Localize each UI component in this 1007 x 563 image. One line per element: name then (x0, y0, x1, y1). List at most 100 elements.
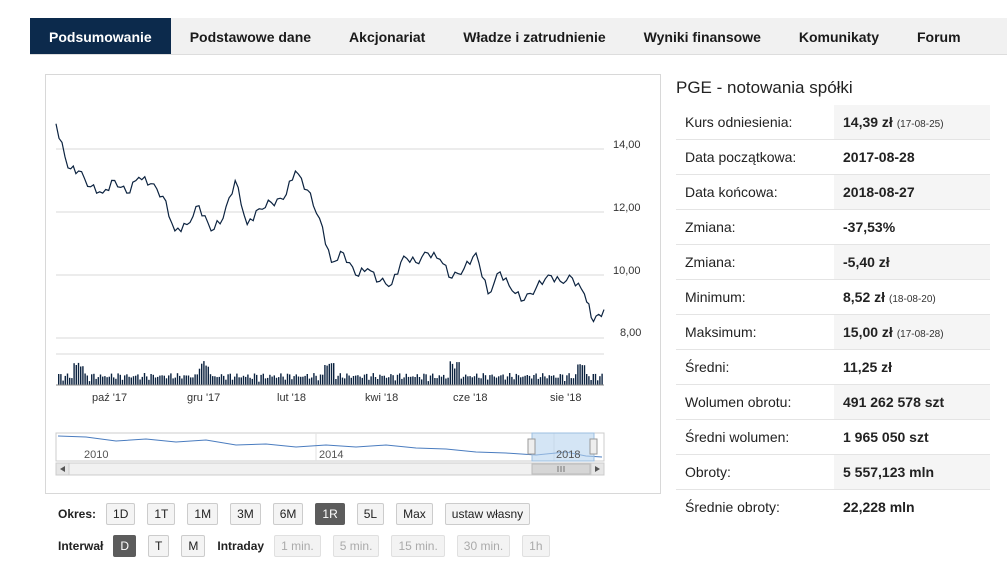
arrow-left-icon (60, 466, 65, 472)
period-button-custom[interactable]: ustaw własny (444, 503, 531, 525)
period-button-1t[interactable]: 1T (147, 503, 176, 525)
volume-bar (520, 377, 522, 385)
volume-bar (185, 375, 187, 385)
info-row: Średni wolumen: 1 965 050 szt (676, 419, 990, 455)
volume-bar (66, 373, 69, 385)
volume-bar (412, 376, 414, 385)
navigator[interactable]: 2010 2014 2018 (55, 432, 605, 462)
volume-bar (201, 363, 203, 385)
volume-bar (454, 368, 456, 385)
price-line (55, 123, 605, 323)
volume-bar (401, 378, 403, 385)
volume-bar (247, 374, 249, 385)
price-chart[interactable]: 14,00 12,00 10,00 8,00 paź '17 gru '17 l… (46, 75, 660, 493)
info-value: 5 557,123 mln (843, 464, 935, 480)
volume-bar (557, 377, 559, 385)
volume-bar (205, 365, 207, 385)
period-button-6m[interactable]: 6M (272, 503, 304, 525)
intraday-button-1h[interactable]: 1h (522, 535, 550, 557)
info-row: Data końcowa: 2018-08-27 (676, 174, 990, 210)
volume-bar (548, 375, 550, 385)
info-value: 22,228 mln (843, 499, 915, 515)
volume-bar (579, 364, 581, 385)
tab-komunikaty[interactable]: Komunikaty (798, 29, 879, 45)
navigator-right-handle[interactable] (589, 438, 598, 455)
volume-bar (399, 373, 401, 385)
volume-bar (240, 377, 242, 385)
volume-bar (139, 379, 141, 385)
volume-bar (245, 376, 247, 385)
volume-bar (108, 376, 110, 385)
volume-bar (60, 374, 62, 385)
volume-bar (304, 375, 306, 385)
intraday-label: Intraday (217, 539, 265, 553)
navigator-scrollbar[interactable] (55, 462, 605, 476)
volume-bar (227, 374, 229, 385)
navigator-selection[interactable] (531, 432, 595, 462)
volume-bar (289, 374, 291, 385)
volume-bar (352, 376, 355, 385)
volume-bar (427, 381, 429, 385)
volume-bar (594, 373, 597, 385)
volume-bar (350, 377, 352, 385)
period-button-1m[interactable]: 1M (187, 503, 219, 525)
period-button-5l[interactable]: 5L (356, 503, 385, 525)
volume-bar (425, 374, 427, 385)
info-value-cell: 15,00 zł (17-08-28) (834, 314, 990, 350)
volume-bar (161, 375, 163, 385)
tab-wyniki-finansowe[interactable]: Wyniki finansowe (643, 29, 761, 45)
period-button-1r[interactable]: 1R (315, 503, 345, 525)
volume-bar (91, 374, 93, 385)
volume-bar (326, 365, 328, 385)
info-row: Średni: 11,25 zł (676, 349, 990, 385)
interval-button-t[interactable]: T (148, 535, 170, 557)
intraday-button-1min[interactable]: 1 min. (274, 535, 321, 557)
volume-bar (196, 374, 198, 385)
volume-bar (575, 374, 577, 385)
volume-bar (152, 374, 154, 385)
volume-bar (229, 373, 231, 385)
period-button-3m[interactable]: 3M (230, 503, 261, 525)
volume-bar (597, 380, 599, 385)
info-row: Obroty: 5 557,123 mln (676, 454, 990, 490)
volume-bar (132, 376, 135, 385)
interval-button-m[interactable]: M (181, 535, 206, 557)
intraday-button-30min[interactable]: 30 min. (456, 535, 511, 557)
volume-bar (64, 375, 66, 385)
volume-bar (280, 373, 282, 385)
volume-bar (71, 378, 73, 385)
navigator-left-handle[interactable] (527, 438, 536, 455)
volume-bar (260, 374, 262, 385)
intraday-button-5min[interactable]: 5 min. (332, 535, 380, 557)
period-button-max[interactable]: Max (396, 503, 433, 525)
info-value-cell: 8,52 zł (18-08-20) (834, 279, 990, 315)
info-value: 15,00 zł (843, 324, 893, 340)
volume-bar (418, 377, 421, 385)
volume-bar (333, 363, 335, 385)
volume-bar (62, 380, 64, 385)
tab-podstawowe-dane[interactable]: Podstawowe dane (189, 29, 312, 45)
intraday-button-15min[interactable]: 15 min. (391, 535, 445, 557)
tab-akcjonariat[interactable]: Akcjonariat (349, 29, 426, 45)
info-label: Zmiana: (676, 209, 834, 245)
volume-bar (491, 374, 493, 385)
tab-podsumowanie[interactable]: Podsumowanie (30, 18, 171, 54)
info-title: PGE - notowania spółki (676, 78, 853, 97)
volume-bar (335, 379, 337, 385)
period-button-1d[interactable]: 1D (106, 503, 136, 525)
tab-wladze[interactable]: Władze i zatrudnienie (463, 29, 606, 45)
volume-bar (135, 375, 137, 385)
volume-bar (583, 365, 586, 385)
volume-bar (555, 377, 557, 385)
volume-bar (403, 377, 405, 385)
volume-bar (249, 377, 251, 385)
volume-bar (238, 377, 240, 385)
volume-bar (337, 375, 339, 385)
interval-button-d[interactable]: D (113, 535, 137, 557)
volume-bar (570, 378, 572, 385)
info-value: 14,39 zł (843, 114, 893, 130)
volume-bar (436, 378, 438, 385)
tab-forum[interactable]: Forum (917, 29, 961, 45)
volume-bar (69, 377, 71, 385)
volume-bar (489, 375, 491, 385)
